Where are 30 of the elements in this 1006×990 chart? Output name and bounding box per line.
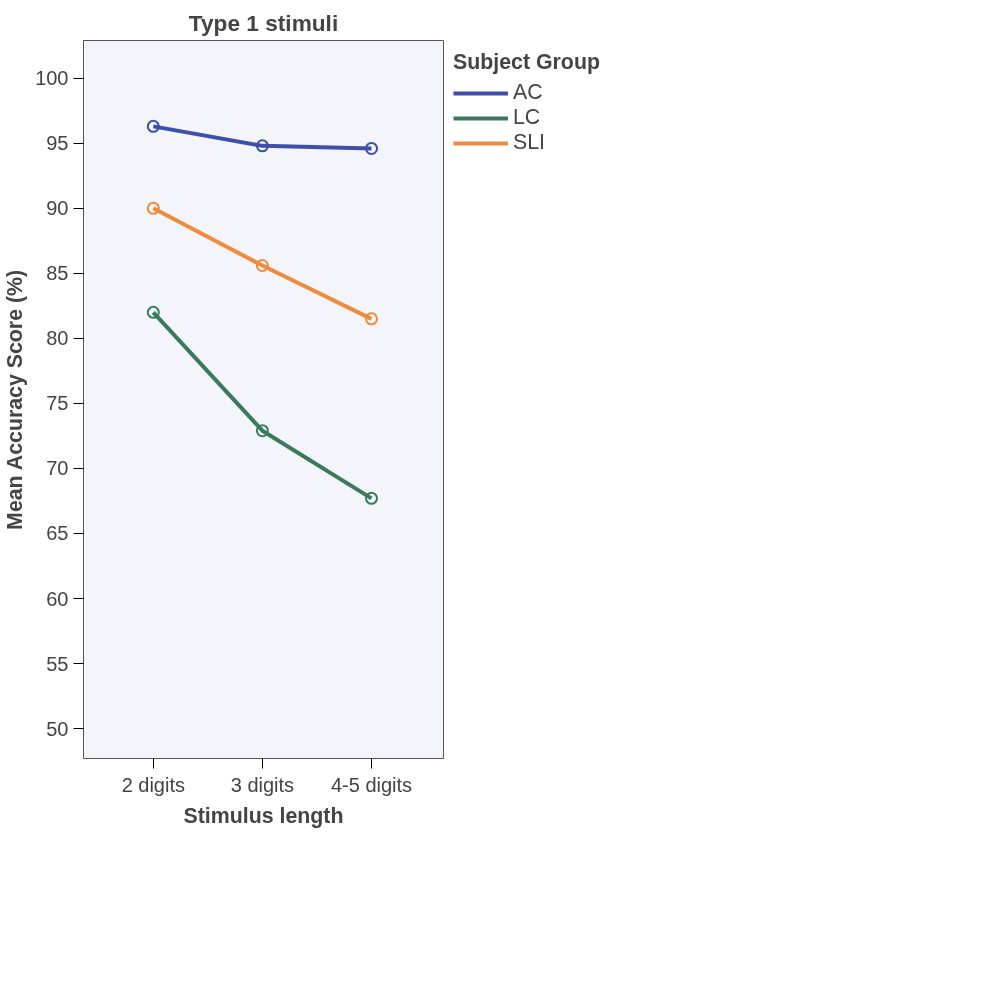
x-tick-label: 4-5 digits	[330, 773, 413, 796]
x-axis-title: Stimulus length	[183, 803, 344, 828]
point	[365, 312, 378, 326]
y-tick-label: 75	[46, 392, 69, 415]
y-tick-label: 55	[46, 652, 69, 675]
y-tick-label: 90	[46, 197, 69, 220]
x-tick-label: 2 digits	[121, 773, 186, 796]
y-tick-label: 100	[35, 67, 69, 90]
y-tick-label: 95	[46, 132, 69, 155]
legend-label: SLI	[513, 130, 546, 155]
y-tick-label: 80	[46, 327, 69, 350]
y-tick-label: 65	[46, 522, 69, 545]
chart-title: Type 1 stimuli	[188, 9, 339, 36]
legend-label: LC	[513, 105, 541, 130]
y-tick-label: 60	[46, 587, 69, 610]
y-tick-label: 85	[46, 262, 69, 285]
legend-label: AC	[513, 80, 543, 105]
x-tick-label: 3 digits	[230, 773, 295, 796]
legend-title: Subject Group	[453, 50, 600, 75]
point	[146, 119, 160, 133]
point	[255, 424, 269, 438]
point	[255, 139, 269, 153]
point	[365, 491, 378, 505]
point	[255, 259, 269, 273]
y-tick-label: 50	[46, 717, 69, 740]
y-axis-title: Mean Accuracy Score (%)	[3, 269, 28, 530]
point	[146, 201, 160, 215]
y-tick-label: 70	[46, 457, 69, 480]
point	[146, 305, 160, 319]
point	[365, 141, 378, 155]
